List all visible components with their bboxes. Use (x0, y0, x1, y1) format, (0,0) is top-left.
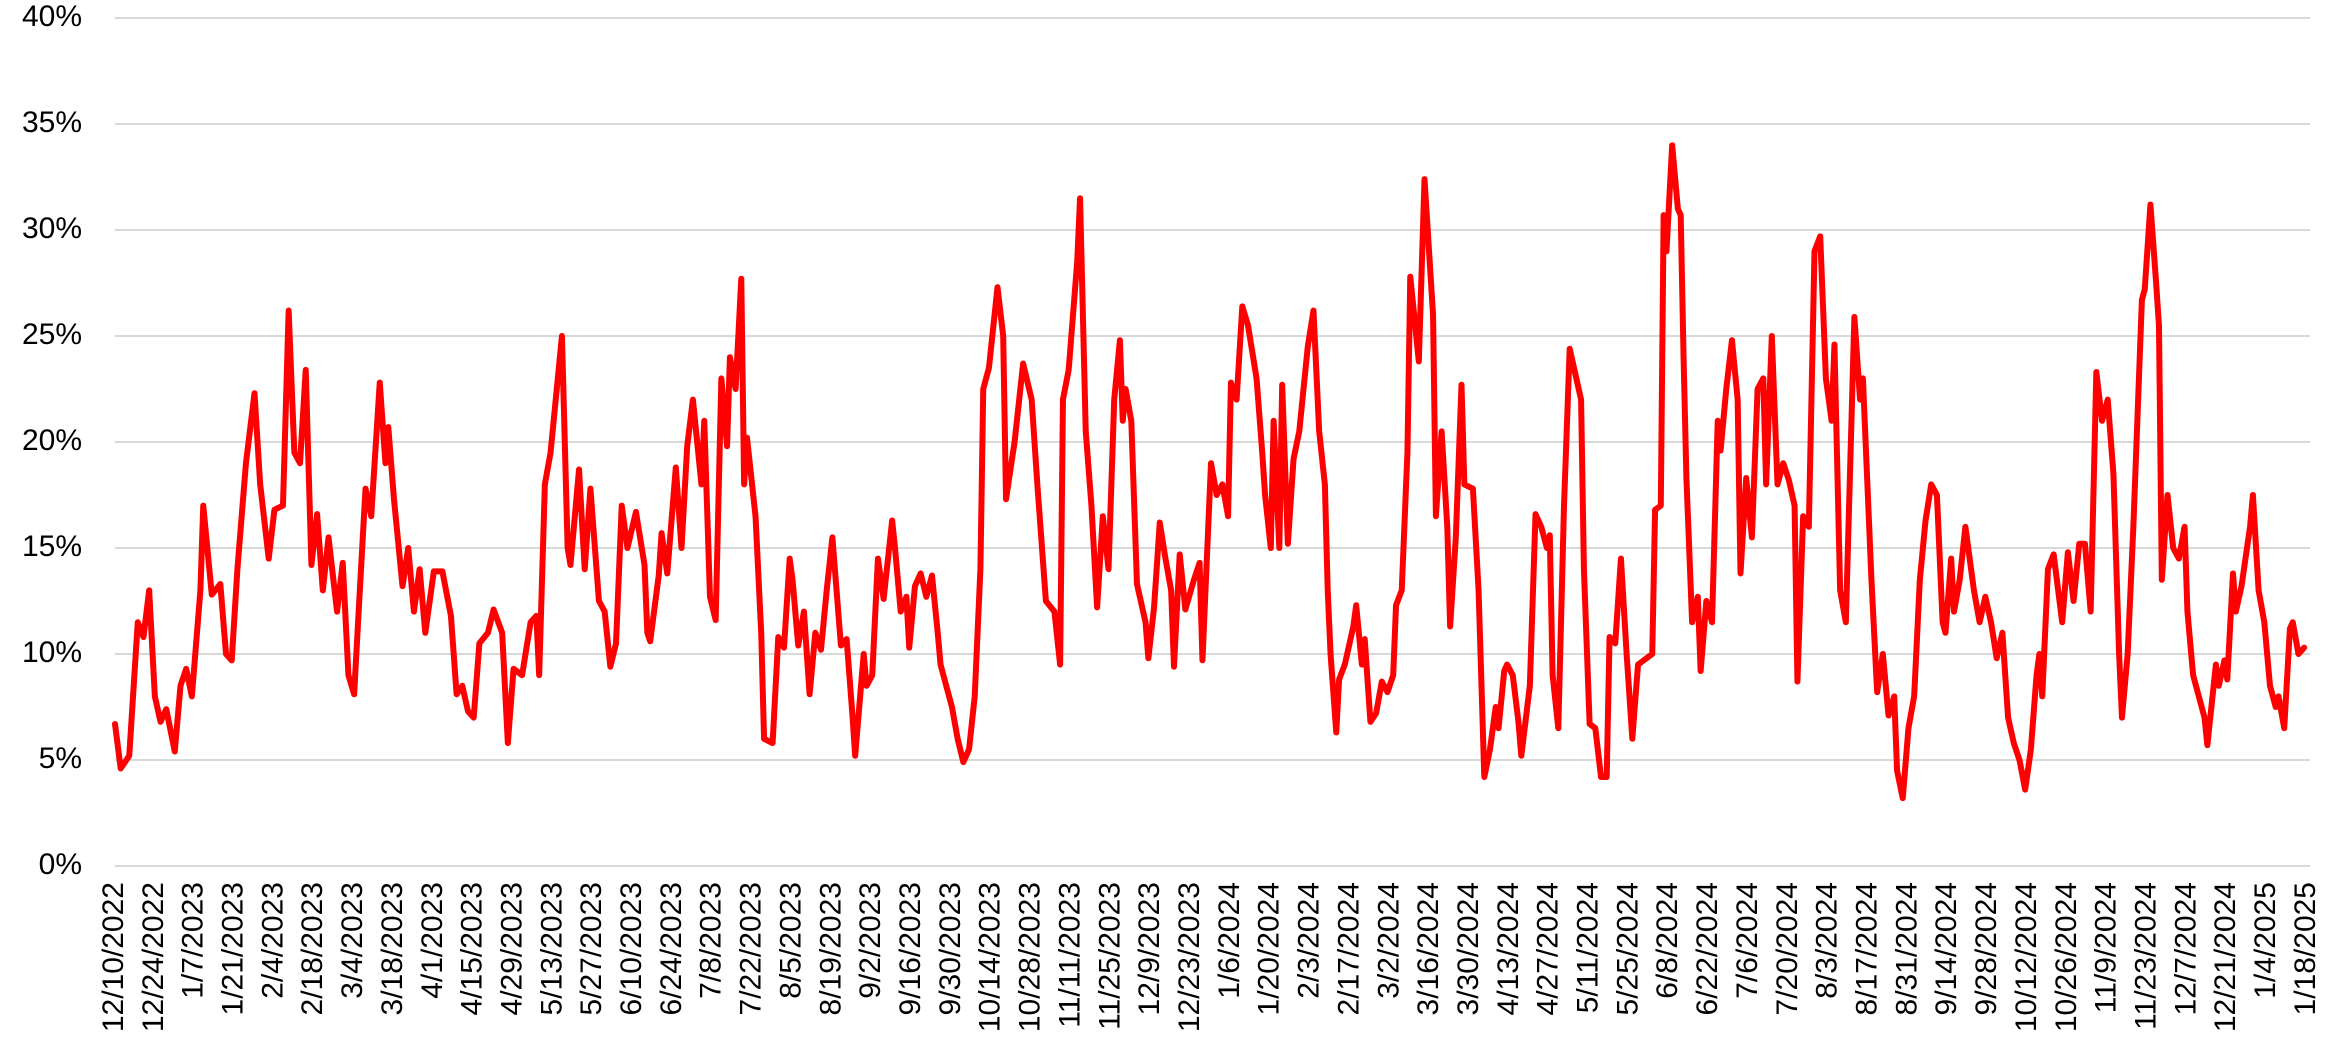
x-tick-label: 9/28/2024 (1970, 882, 2003, 1015)
x-tick-label: 5/11/2024 (1572, 882, 1605, 1013)
x-tick-label: 5/27/2023 (575, 882, 608, 1015)
y-tick-label: 20% (22, 424, 82, 457)
x-tick-label: 9/2/2023 (854, 882, 887, 999)
y-tick-label: 15% (22, 530, 82, 563)
x-tick-label: 7/6/2024 (1731, 882, 1764, 999)
y-tick-label: 10% (22, 636, 82, 669)
x-tick-label: 6/22/2024 (1691, 882, 1724, 1015)
x-tick-label: 3/4/2023 (336, 882, 369, 999)
x-tick-label: 1/18/2025 (2289, 882, 2322, 1015)
x-tick-label: 12/10/2022 (97, 882, 130, 1032)
x-tick-label: 9/30/2023 (934, 882, 967, 1015)
x-tick-label: 4/13/2024 (1492, 882, 1525, 1015)
x-tick-label: 3/16/2024 (1412, 882, 1445, 1015)
x-tick-label: 10/12/2024 (2010, 882, 2043, 1032)
x-tick-label: 8/31/2024 (1890, 882, 1923, 1015)
data-line (112, 142, 2308, 802)
x-tick-label: 12/7/2024 (2169, 882, 2202, 1015)
x-tick-label: 4/29/2023 (495, 882, 528, 1015)
y-tick-label: 0% (39, 848, 82, 881)
x-tick-label: 1/7/2023 (177, 882, 210, 999)
y-tick-label: 30% (22, 212, 82, 245)
x-tick-label: 3/2/2024 (1372, 882, 1405, 999)
x-tick-label: 11/9/2024 (2090, 882, 2123, 1013)
x-tick-label: 7/8/2023 (695, 882, 728, 999)
y-tick-label: 25% (22, 318, 82, 351)
x-tick-label: 11/11/2023 (1053, 882, 1086, 1028)
y-tick-label: 35% (22, 106, 82, 139)
x-tick-label: 3/30/2024 (1452, 882, 1485, 1015)
x-tick-label: 7/20/2024 (1771, 882, 1804, 1015)
y-tick-label: 5% (39, 742, 82, 775)
x-tick-label: 3/18/2023 (376, 882, 409, 1015)
x-tick-label: 11/23/2024 (2130, 882, 2163, 1030)
x-tick-label: 2/17/2024 (1332, 882, 1365, 1015)
x-tick-label: 8/19/2023 (814, 882, 847, 1015)
y-tick-label: 40% (22, 0, 82, 33)
x-tick-label: 4/27/2024 (1532, 882, 1565, 1015)
x-tick-label: 12/21/2024 (2209, 882, 2242, 1032)
x-tick-label: 2/3/2024 (1293, 882, 1326, 999)
x-tick-label: 11/25/2023 (1093, 882, 1126, 1030)
x-tick-label: 6/8/2024 (1651, 882, 1684, 999)
x-tick-label: 10/26/2024 (2050, 882, 2083, 1032)
x-tick-label: 12/23/2023 (1173, 882, 1206, 1032)
x-tick-label: 6/24/2023 (655, 882, 688, 1015)
x-tick-label: 8/17/2024 (1851, 882, 1884, 1015)
x-tick-label: 1/21/2023 (216, 882, 249, 1015)
x-tick-label: 5/13/2023 (535, 882, 568, 1015)
x-tick-label: 9/14/2024 (1930, 882, 1963, 1015)
x-tick-label: 9/16/2023 (894, 882, 927, 1015)
x-tick-label: 4/15/2023 (456, 882, 489, 1015)
x-tick-label: 8/5/2023 (774, 882, 807, 999)
x-tick-label: 1/6/2024 (1213, 882, 1246, 999)
x-tick-label: 2/18/2023 (296, 882, 329, 1015)
x-tick-label: 1/4/2025 (2249, 882, 2282, 999)
x-tick-label: 5/25/2024 (1611, 882, 1644, 1015)
x-tick-label: 7/22/2023 (735, 882, 768, 1015)
x-tick-label: 4/1/2023 (416, 882, 449, 999)
x-tick-label: 6/10/2023 (615, 882, 648, 1015)
x-tick-label: 2/4/2023 (256, 882, 289, 999)
x-tick-label: 8/3/2024 (1811, 882, 1844, 999)
x-tick-label: 10/28/2023 (1014, 882, 1047, 1032)
x-tick-label: 10/14/2023 (974, 882, 1007, 1032)
x-tick-label: 12/9/2023 (1133, 882, 1166, 1015)
x-tick-label: 1/20/2024 (1253, 882, 1286, 1015)
x-tick-label: 12/24/2022 (137, 882, 170, 1032)
